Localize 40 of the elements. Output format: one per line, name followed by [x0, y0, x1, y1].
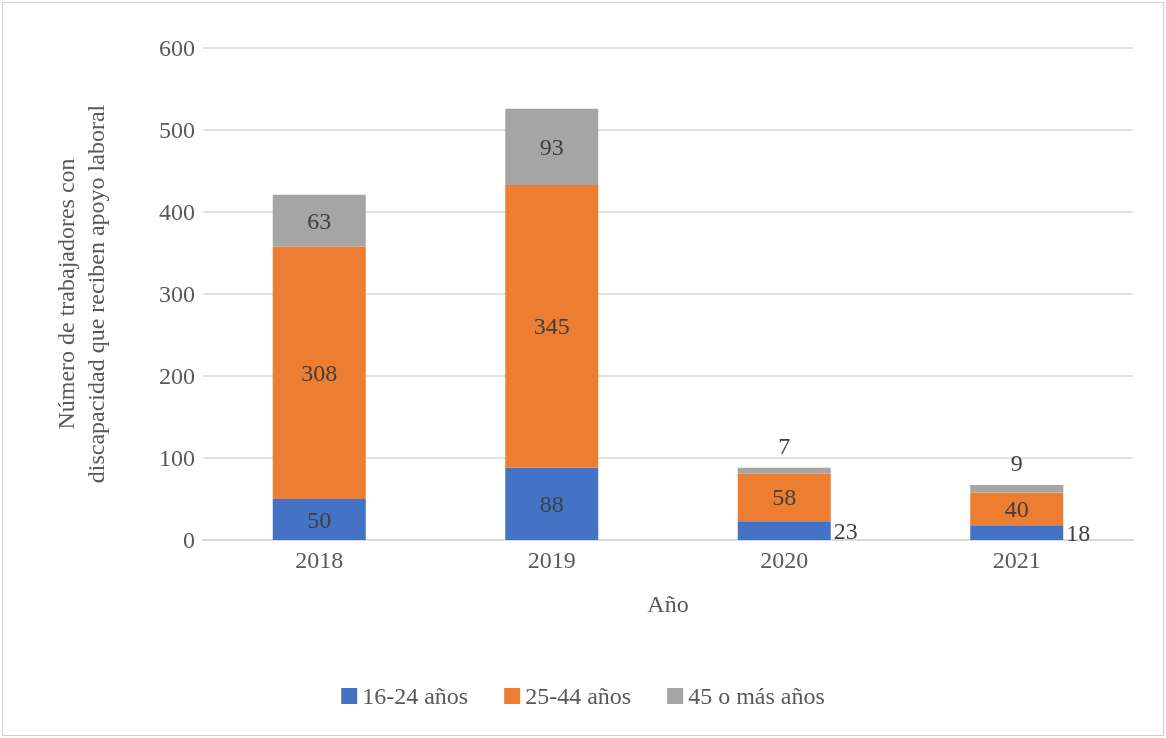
legend-label: 25-44 años — [525, 683, 632, 709]
bar — [505, 184, 599, 468]
bar — [272, 246, 366, 499]
bar — [272, 194, 366, 247]
bar — [737, 467, 831, 474]
x-tick-label: 2020 — [760, 547, 809, 573]
bar — [737, 521, 831, 540]
bar — [505, 108, 599, 185]
legend-label: 45 o más años — [688, 683, 825, 709]
bar — [970, 525, 1064, 540]
data-label: 50 — [307, 506, 332, 533]
data-label: 345 — [533, 313, 570, 340]
data-label: 58 — [772, 484, 797, 511]
y-tick-label: 100 — [159, 445, 195, 471]
legend-label: 16-24 años — [362, 683, 469, 709]
data-label: 18 — [1066, 519, 1091, 546]
bar — [505, 467, 599, 540]
y-tick-label: 600 — [159, 35, 195, 61]
bar — [737, 473, 831, 522]
data-label: 9 — [1010, 450, 1023, 477]
bar — [970, 485, 1064, 493]
y-axis-title: Número de trabajadores con discapacidad que reciben apoyo laboral — [53, 104, 109, 484]
x-tick-label: 2021 — [992, 547, 1041, 573]
data-label: 40 — [1004, 495, 1029, 522]
y-tick-label: 0 — [183, 527, 195, 553]
data-label: 63 — [307, 207, 332, 234]
data-label: 23 — [833, 517, 858, 544]
x-tick-label: 2019 — [527, 547, 576, 573]
bar — [970, 492, 1064, 526]
x-axis-title: Año — [647, 591, 689, 617]
data-label: 308 — [301, 359, 338, 386]
y-tick-label: 300 — [159, 281, 195, 307]
x-tick-label: 2018 — [295, 547, 344, 573]
bar — [272, 499, 366, 540]
y-tick-label: 200 — [159, 363, 195, 389]
data-label: 7 — [778, 432, 791, 459]
data-label: 88 — [539, 490, 564, 517]
data-label: 93 — [539, 133, 564, 160]
y-tick-label: 500 — [159, 117, 195, 143]
y-tick-label: 400 — [159, 199, 195, 225]
